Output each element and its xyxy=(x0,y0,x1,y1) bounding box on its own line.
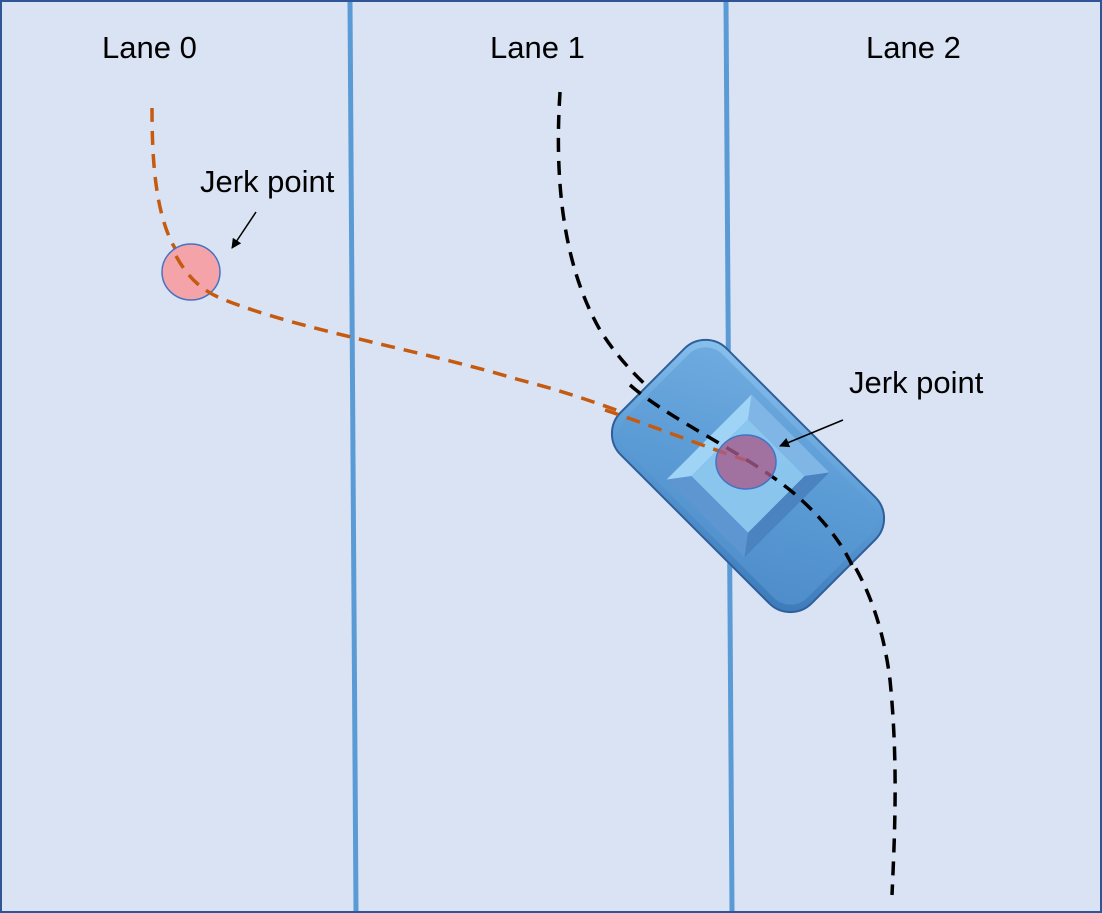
lane-label-0: Lane 0 xyxy=(102,30,197,65)
lane-label-2: Lane 2 xyxy=(866,30,961,65)
black-trajectory-on-vehicle xyxy=(628,383,854,566)
pointer-arrow-icon-left xyxy=(231,211,257,249)
jerk-point-marker-left xyxy=(161,243,221,301)
jerk-point-marker-right xyxy=(715,434,777,490)
lane-label-1: Lane 1 xyxy=(490,30,585,65)
lane-divider-left xyxy=(347,1,359,912)
jerk-point-label-right: Jerk point xyxy=(849,365,984,400)
jerk-point-label-left: Jerk point xyxy=(200,164,335,199)
pointer-arrow-icon-right xyxy=(779,419,844,448)
orange-trajectory-on-vehicle xyxy=(604,408,746,462)
